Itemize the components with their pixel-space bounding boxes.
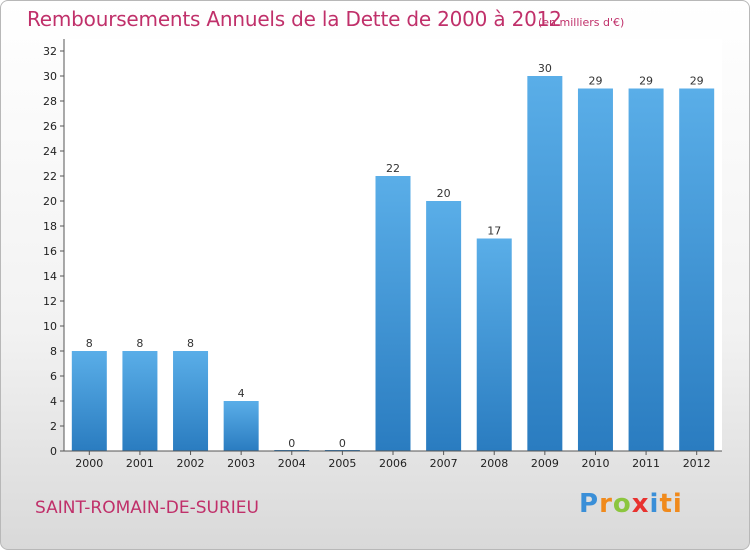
x-tick-label: 2003: [227, 457, 255, 470]
y-tick-label: 10: [43, 320, 57, 333]
value-label: 20: [437, 187, 451, 200]
value-label: 8: [136, 337, 143, 350]
bar-2009: [527, 76, 563, 451]
logo-letter: o: [612, 489, 632, 519]
value-label: 29: [639, 75, 653, 88]
logo-letter: ti: [659, 489, 683, 519]
bar-2008: [476, 238, 512, 451]
bar-2011: [628, 88, 664, 451]
value-label: 0: [288, 437, 295, 450]
proxiti-logo: Proxiti: [579, 489, 683, 519]
x-tick-label: 2011: [632, 457, 660, 470]
logo-letter: P: [579, 489, 600, 519]
value-label: 29: [588, 75, 602, 88]
y-tick-label: 32: [43, 45, 57, 58]
x-tick-label: 2006: [379, 457, 407, 470]
x-tick-label: 2002: [177, 457, 205, 470]
y-tick-label: 6: [50, 370, 57, 383]
bar-2012: [679, 88, 715, 451]
value-label: 22: [386, 162, 400, 175]
value-label: 0: [339, 437, 346, 450]
y-tick-label: 28: [43, 95, 57, 108]
logo-letter: x: [631, 489, 650, 519]
chart-title: Remboursements Annuels de la Dette de 20…: [27, 7, 562, 31]
logo-letter: i: [649, 489, 660, 519]
y-tick-label: 22: [43, 170, 57, 183]
x-tick-label: 2008: [480, 457, 508, 470]
y-tick-label: 14: [43, 270, 57, 283]
x-tick-label: 2001: [126, 457, 154, 470]
x-tick-label: 2007: [430, 457, 458, 470]
y-tick-label: 18: [43, 220, 57, 233]
value-label: 8: [187, 337, 194, 350]
bar-2006: [375, 176, 411, 451]
bar-2001: [122, 351, 158, 451]
value-label: 17: [487, 225, 501, 238]
x-tick-label: 2005: [328, 457, 356, 470]
bar-2010: [577, 88, 613, 451]
x-tick-label: 2012: [683, 457, 711, 470]
y-tick-label: 0: [50, 445, 57, 458]
y-tick-label: 26: [43, 120, 57, 133]
x-tick-label: 2009: [531, 457, 559, 470]
value-label: 8: [86, 337, 93, 350]
commune-name: SAINT-ROMAIN-DE-SURIEU: [35, 498, 259, 518]
bar-2003: [223, 401, 259, 451]
x-tick-label: 2010: [581, 457, 609, 470]
y-tick-label: 12: [43, 295, 57, 308]
y-tick-label: 16: [43, 245, 57, 258]
x-tick-label: 2000: [75, 457, 103, 470]
y-tick-label: 24: [43, 145, 57, 158]
y-tick-label: 2: [50, 420, 57, 433]
value-label: 30: [538, 62, 552, 75]
x-tick-label: 2004: [278, 457, 306, 470]
value-label: 29: [690, 75, 704, 88]
chart-unit-label: (en milliers d'€): [538, 16, 625, 29]
y-tick-label: 4: [50, 395, 57, 408]
bar-2002: [173, 351, 209, 451]
y-tick-label: 8: [50, 345, 57, 358]
value-label: 4: [238, 387, 245, 400]
bar-2000: [71, 351, 107, 451]
bar-2007: [426, 201, 462, 451]
logo-letter: r: [599, 489, 613, 519]
y-tick-label: 20: [43, 195, 57, 208]
y-tick-label: 30: [43, 70, 57, 83]
